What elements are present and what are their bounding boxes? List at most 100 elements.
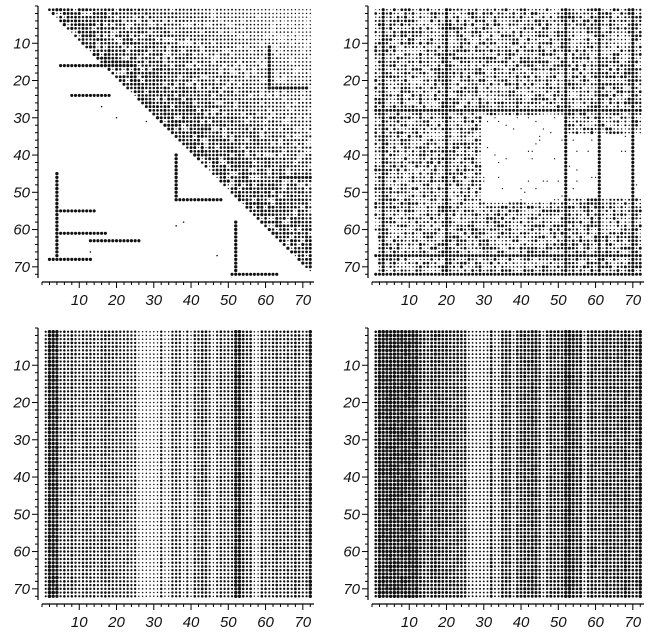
matrix-dot (282, 239, 286, 243)
matrix-dot (193, 68, 196, 71)
matrix-dot (605, 45, 608, 49)
matrix-dot (231, 173, 233, 175)
matrix-dot (234, 116, 238, 120)
matrix-dot (279, 94, 282, 97)
matrix-dot (216, 53, 218, 55)
matrix-dot (497, 87, 500, 89)
matrix-dot (215, 153, 219, 157)
matrix-dot (408, 86, 411, 90)
matrix-dot (275, 153, 278, 157)
matrix-dot (145, 23, 148, 26)
matrix-dot (256, 138, 260, 142)
matrix-dot (282, 157, 286, 161)
matrix-dot (516, 31, 518, 33)
matrix-dot (538, 108, 542, 112)
matrix-dot (381, 26, 385, 30)
matrix-dot (482, 12, 486, 15)
matrix-dot (587, 102, 589, 104)
matrix-dot (378, 75, 381, 78)
matrix-dot (568, 12, 571, 15)
matrix-dot (275, 231, 279, 235)
matrix-dot (77, 93, 81, 97)
matrix-dot (422, 108, 426, 112)
matrix-dot (444, 52, 449, 57)
matrix-dot (290, 98, 293, 101)
matrix-dot (553, 46, 556, 48)
matrix-dot (594, 61, 597, 63)
matrix-dot (271, 172, 275, 176)
matrix-dot (475, 60, 478, 63)
matrix-dot (283, 35, 285, 37)
matrix-dot (449, 34, 452, 37)
matrix-dot (400, 38, 403, 41)
matrix-dot (609, 116, 612, 119)
matrix-dot (85, 34, 89, 38)
matrix-dot (245, 57, 248, 60)
matrix-dot (253, 72, 255, 74)
matrix-dot (594, 42, 597, 45)
matrix-dot (381, 45, 385, 49)
matrix-dot (531, 42, 534, 45)
matrix-dot (400, 86, 404, 90)
matrix-dot (227, 71, 230, 75)
matrix-dot (246, 20, 248, 22)
matrix-dot (253, 27, 256, 30)
matrix-dot (474, 30, 478, 34)
matrix-dot (381, 93, 385, 97)
matrix-dot (549, 86, 553, 90)
matrix-dot (148, 79, 152, 82)
matrix-dot (260, 27, 263, 30)
matrix-dot (635, 49, 638, 52)
matrix-dot (130, 90, 133, 93)
matrix-dot (381, 49, 385, 53)
matrix-dot (301, 224, 305, 228)
matrix-dot (123, 20, 125, 22)
matrix-dot (479, 46, 481, 48)
matrix-dot (227, 64, 230, 67)
matrix-dot (152, 31, 155, 34)
matrix-dot (276, 228, 278, 231)
matrix-dot (449, 97, 452, 101)
matrix-dot (433, 97, 437, 101)
matrix-dot (575, 19, 578, 22)
matrix-dot (55, 175, 59, 180)
matrix-dot (609, 34, 612, 37)
matrix-dot (449, 12, 451, 15)
matrix-dot (441, 23, 444, 26)
matrix-dot (178, 64, 182, 67)
matrix-dot (174, 12, 178, 15)
matrix-dot (238, 101, 241, 105)
matrix-dot (215, 135, 219, 138)
matrix-dot (77, 209, 81, 213)
matrix-dot (265, 79, 267, 82)
matrix-dot (550, 83, 552, 86)
matrix-dot (515, 75, 519, 79)
matrix-dot (474, 108, 478, 112)
matrix-dot (271, 105, 275, 108)
matrix-dot (415, 105, 418, 108)
matrix-dot (542, 30, 545, 34)
matrix-dot (400, 68, 403, 71)
matrix-dot (182, 105, 185, 108)
matrix-dot (534, 34, 538, 37)
matrix-dot (171, 87, 174, 89)
matrix-dot (234, 272, 238, 276)
matrix-dot (486, 90, 489, 93)
matrix-dot (381, 34, 385, 38)
matrix-dot (174, 60, 178, 64)
matrix-dot (264, 12, 267, 15)
matrix-dot (97, 23, 99, 26)
matrix-dot (631, 37, 635, 42)
matrix-dot (590, 108, 594, 112)
matrix-dot (408, 27, 411, 30)
matrix-dot (486, 35, 489, 37)
matrix-dot (553, 75, 557, 79)
matrix-dot (411, 38, 415, 41)
matrix-dot (279, 64, 282, 67)
matrix-dot (226, 146, 230, 149)
matrix-dot (156, 23, 159, 26)
matrix-dot (411, 75, 415, 79)
matrix-dot (549, 72, 552, 75)
matrix-dot (557, 61, 560, 63)
matrix-dot (531, 106, 533, 108)
